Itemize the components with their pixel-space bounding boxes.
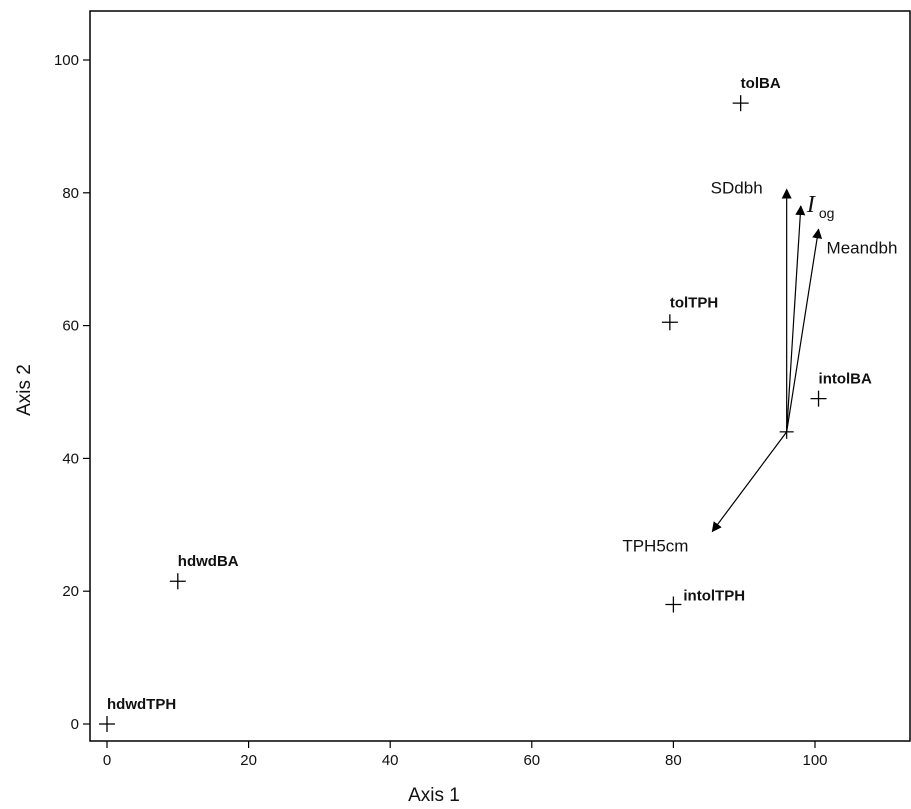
x-tick-label: 80 xyxy=(665,752,682,769)
y-tick-label: 40 xyxy=(62,450,79,467)
x-tick-label: 0 xyxy=(103,752,111,769)
point-label: intolTPH xyxy=(683,587,745,604)
point-label: intolBA xyxy=(819,371,872,388)
biplot-vectors: SDdbh I og Meandbh TPH5cm xyxy=(622,178,897,555)
vector-label-subscript: og xyxy=(819,205,835,221)
plot-frame xyxy=(89,10,911,742)
y-tick-label: 20 xyxy=(62,583,79,600)
vector-label: I xyxy=(806,192,816,218)
x-axis-ticks: 0 20 40 60 80 100 xyxy=(103,741,828,769)
vector-arrow xyxy=(786,205,806,432)
point-label: hdwdTPH xyxy=(107,696,176,713)
vector-arrow xyxy=(711,431,788,533)
point-label: tolBA xyxy=(741,75,781,92)
x-tick-label: 40 xyxy=(382,752,399,769)
y-axis-title: Axis 2 xyxy=(14,364,35,416)
y-tick-label: 60 xyxy=(62,318,79,335)
vector-label: Meandbh xyxy=(827,238,898,257)
x-tick-label: 20 xyxy=(240,752,257,769)
y-axis-ticks: 0 20 40 60 80 100 xyxy=(54,52,90,733)
y-tick-label: 80 xyxy=(62,185,79,202)
x-axis-title: Axis 1 xyxy=(408,785,460,806)
x-tick-label: 60 xyxy=(523,752,540,769)
point-label: hdwdBA xyxy=(178,553,239,570)
vector-label: TPH5cm xyxy=(622,536,688,555)
point-label: tolTPH xyxy=(670,294,718,311)
y-tick-label: 100 xyxy=(54,52,79,69)
vector-arrow xyxy=(786,228,823,432)
scatter-points: tolBA tolTPH intolBA hdwdBA intolTPH hdwdTPH xyxy=(99,75,872,732)
vector-label: SDdbh xyxy=(711,178,763,197)
y-tick-label: 0 xyxy=(71,716,79,733)
x-tick-label: 100 xyxy=(802,752,827,769)
